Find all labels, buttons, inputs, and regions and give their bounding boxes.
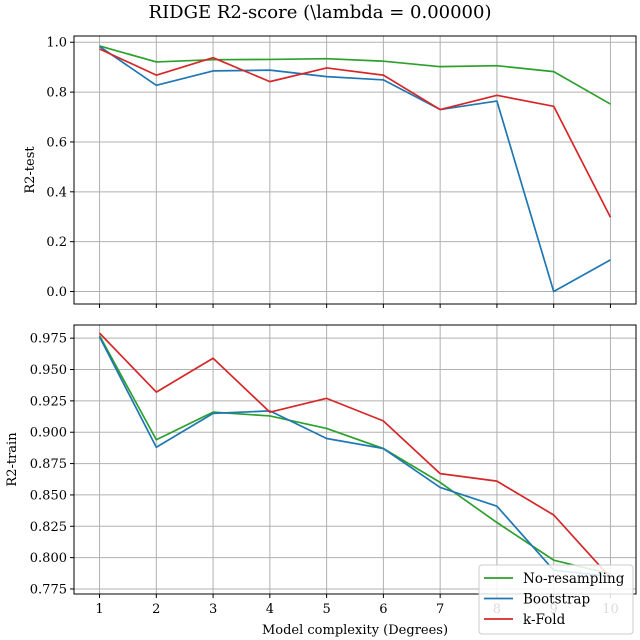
legend-box <box>478 564 634 635</box>
y-tick-label: 1.0 <box>46 36 67 51</box>
r2-train-panel: 0.775 0.800 0.825 0.850 0.875 0.900 0.925 0.950… <box>5 324 637 617</box>
y-tick-label: 0.975 <box>30 332 67 347</box>
x-tick-label: 7 <box>436 602 444 617</box>
x-tick-label: 6 <box>379 602 387 617</box>
y-tick-label: 0.900 <box>30 426 67 441</box>
series-line-k-fold <box>99 48 612 218</box>
y-tick-label: 0.0 <box>46 285 67 300</box>
y-tick-label: 0.825 <box>30 520 67 535</box>
x-tick-label: 1 <box>95 602 103 617</box>
y-tick-label: 0.800 <box>30 551 67 566</box>
y-axis-label: R2-train <box>5 432 20 487</box>
y-tick-label: 0.8 <box>46 86 67 101</box>
y-tick-label: 0.2 <box>46 235 67 250</box>
legend-label-k-fold: k-Fold <box>523 612 566 628</box>
axes-frame <box>73 324 637 595</box>
x-tick-label: 3 <box>209 602 217 617</box>
x-tick-label: 5 <box>322 602 330 617</box>
x-tick-label: 2 <box>152 602 160 617</box>
y-tick-label: 0.925 <box>30 394 67 409</box>
axes-frame <box>73 35 637 305</box>
y-tick-label: 0.950 <box>30 363 67 378</box>
y-tick-label: 0.6 <box>46 135 67 150</box>
figure-title: RIDGE R2-score (\lambda = 0.00000) <box>149 2 492 23</box>
y-tick-label: 0.775 <box>30 582 67 597</box>
series-line-bootstrap <box>98 336 611 578</box>
r2-test-panel: 0.0 0.2 0.4 0.6 0.8 1.0 R2-test <box>23 35 637 308</box>
x-axis-label: Model complexity (Degrees) <box>262 623 448 638</box>
series-line-k-fold <box>98 332 612 579</box>
series-line-bootstrap <box>99 45 611 293</box>
legend: No-resampling Bootstrap k-Fold <box>478 564 634 635</box>
legend-label-bootstrap: Bootstrap <box>523 592 590 608</box>
x-tick-label: 4 <box>266 602 274 617</box>
y-tick-label: 0.4 <box>46 185 67 200</box>
series-line-no-resampling <box>99 45 611 105</box>
y-tick-label: 0.850 <box>30 488 67 503</box>
y-axis-label: R2-test <box>23 146 38 194</box>
y-tick-label: 0.875 <box>30 457 67 472</box>
legend-label-no-resampling: No-resampling <box>523 571 625 587</box>
series-line-no-resampling <box>98 335 611 575</box>
